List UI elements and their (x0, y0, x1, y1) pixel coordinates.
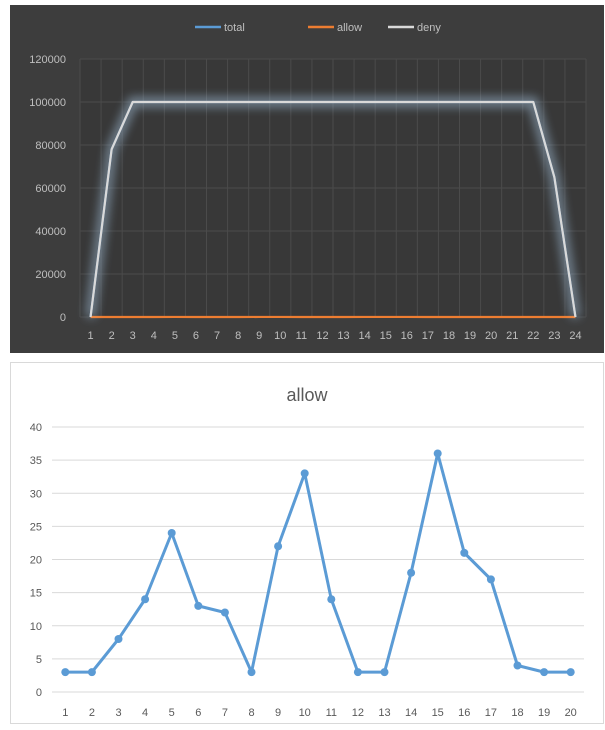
legend-label-deny: deny (417, 22, 441, 34)
x-tick-label: 12 (352, 707, 364, 719)
chart-title: allow (286, 385, 328, 405)
x-tick-label: 9 (275, 707, 281, 719)
allow-chart: allow 0 5 10 15 20 25 30 35 40 1 2 3 4 5 6 7 8 9 10 11 12 13 14… (10, 362, 604, 724)
y-tick-label: 80000 (35, 140, 66, 152)
y-tick-label: 20 (30, 555, 42, 567)
x-tick-label: 12 (316, 330, 328, 342)
data-point (540, 668, 549, 677)
x-tick-label: 16 (458, 707, 470, 719)
x-tick-label: 15 (380, 330, 392, 342)
x-tick-label: 23 (548, 330, 560, 342)
x-tick-label: 5 (169, 707, 175, 719)
y-tick-label: 40 (30, 422, 42, 434)
x-tick-label: 2 (89, 707, 95, 719)
legend-label-total: total (224, 22, 245, 34)
x-tick-label: 7 (222, 707, 228, 719)
y-tick-label: 40000 (35, 226, 66, 238)
y-tick-label: 25 (30, 521, 42, 533)
x-tick-label: 18 (511, 707, 523, 719)
data-point (566, 668, 575, 677)
y-tick-label: 35 (30, 455, 42, 467)
x-tick-label: 8 (235, 330, 241, 342)
x-tick-label: 16 (401, 330, 413, 342)
legend-label-allow: allow (337, 22, 362, 34)
x-tick-label: 19 (464, 330, 476, 342)
x-tick-label: 18 (443, 330, 455, 342)
x-tick-label: 1 (62, 707, 68, 719)
y-tick-label: 120000 (29, 54, 66, 66)
y-tick-label: 20000 (35, 269, 66, 281)
x-tick-label: 4 (151, 330, 157, 342)
data-point (114, 635, 123, 643)
x-tick-label: 13 (337, 330, 349, 342)
y-tick-label: 0 (60, 312, 66, 324)
data-point (380, 668, 389, 677)
x-tick-label: 11 (326, 707, 337, 719)
x-tick-label: 3 (130, 330, 136, 342)
x-tick-label: 1 (87, 330, 93, 342)
data-point (407, 568, 416, 577)
data-point (353, 668, 362, 677)
x-tick-label: 7 (214, 330, 220, 342)
x-tick-label: 21 (506, 330, 518, 342)
x-tick-label: 11 (296, 330, 307, 342)
data-point (300, 469, 309, 478)
y-tick-label: 100000 (29, 97, 66, 109)
x-tick-label: 13 (378, 707, 390, 719)
data-point (433, 449, 442, 458)
x-tick-label: 8 (248, 707, 254, 719)
series-line-deny (89, 100, 577, 318)
data-point (327, 595, 336, 604)
y-tick-label: 60000 (35, 183, 66, 195)
data-point (220, 608, 229, 617)
x-tick-label: 10 (274, 330, 286, 342)
x-tick-label: 17 (485, 707, 497, 719)
y-tick-label: 30 (30, 488, 42, 500)
x-tick-label: 2 (109, 330, 115, 342)
x-tick-label: 19 (538, 707, 550, 719)
series-line-allow (65, 452, 571, 674)
y-tick-label: 10 (30, 621, 42, 633)
x-tick-label: 9 (256, 330, 262, 342)
x-tick-label: 3 (115, 707, 121, 719)
x-tick-label: 10 (299, 707, 311, 719)
data-point (274, 542, 283, 551)
data-point (460, 548, 469, 557)
data-point (486, 575, 495, 584)
x-tick-label: 14 (359, 330, 371, 342)
data-point (61, 668, 70, 677)
data-point (194, 601, 203, 610)
x-tick-label: 20 (485, 330, 497, 342)
data-point (167, 529, 176, 537)
y-tick-label: 15 (30, 588, 42, 600)
data-point (513, 661, 522, 670)
x-tick-label: 14 (405, 707, 417, 719)
x-tick-label: 5 (172, 330, 178, 342)
x-tick-label: 15 (432, 707, 444, 719)
data-point (141, 595, 150, 604)
x-tick-label: 22 (527, 330, 539, 342)
x-tick-label: 24 (569, 330, 581, 342)
x-tick-label: 17 (422, 330, 434, 342)
data-point (247, 668, 256, 677)
x-tick-label: 6 (195, 707, 201, 719)
x-tick-label: 4 (142, 707, 148, 719)
hourly-traffic-chart: 0 20000 40000 60000 80000 100000 120000 1 2 3 4 5 6 7… (10, 5, 604, 353)
y-tick-label: 5 (36, 654, 42, 666)
x-tick-label: 6 (193, 330, 199, 342)
data-point (87, 668, 96, 677)
y-tick-label: 0 (36, 687, 42, 699)
x-tick-label: 20 (565, 707, 577, 719)
